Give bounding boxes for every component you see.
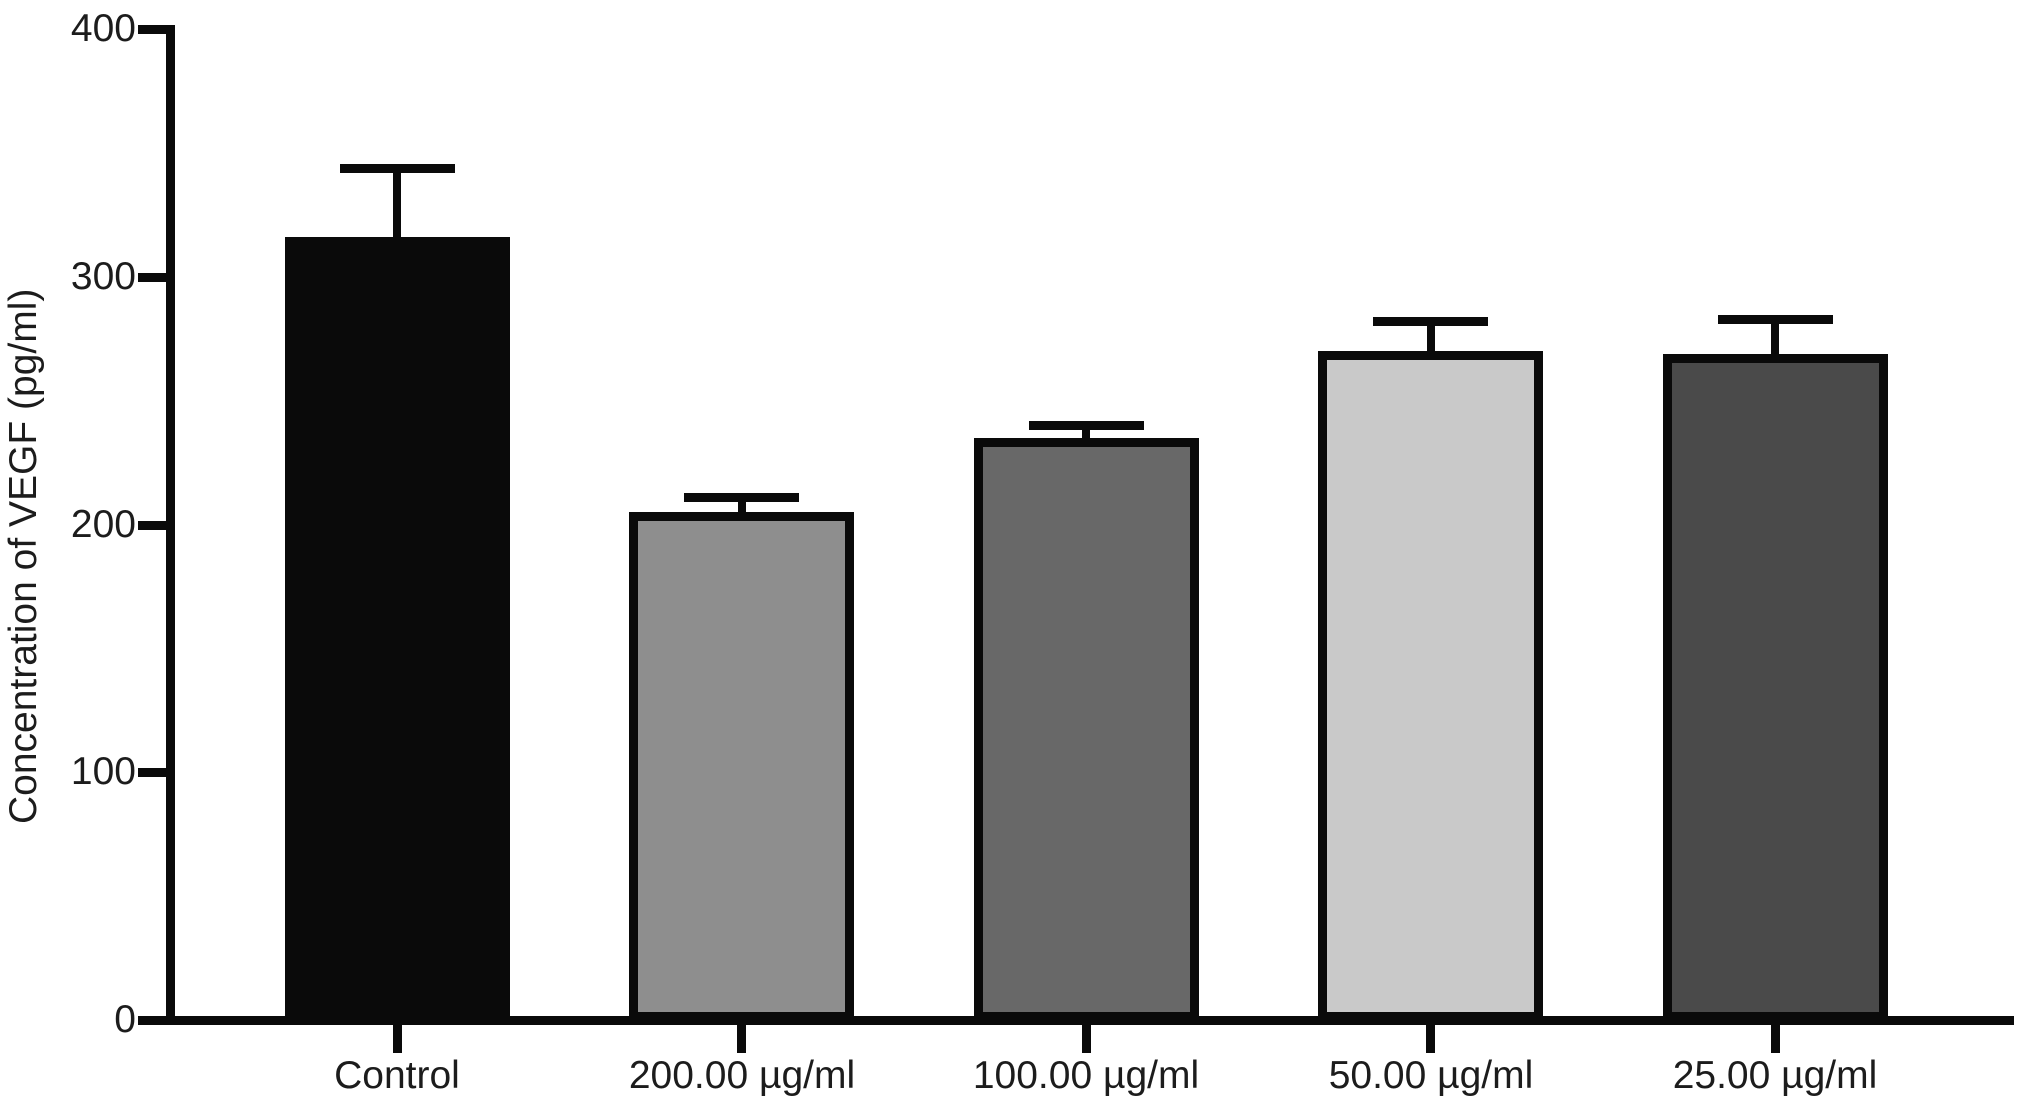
category-label: Control <box>334 1054 460 1097</box>
bar <box>1318 351 1543 1021</box>
y-axis-line <box>166 25 175 1025</box>
bar <box>1663 354 1888 1021</box>
error-bar-cap <box>1029 421 1144 430</box>
y-axis-tick <box>138 521 168 530</box>
bar <box>285 237 510 1021</box>
x-axis-tick <box>1771 1025 1780 1053</box>
error-bar-cap <box>1718 315 1833 324</box>
x-axis-tick <box>393 1025 402 1053</box>
y-tick-label: 300 <box>70 255 136 298</box>
error-bar-stem <box>393 168 401 243</box>
error-bar-stem <box>1082 425 1090 444</box>
x-axis-tick <box>737 1025 746 1053</box>
category-label: 25.00 µg/ml <box>1672 1054 1878 1097</box>
y-tick-label: 200 <box>70 503 136 546</box>
y-tick-label: 0 <box>114 998 136 1041</box>
y-axis-tick <box>138 768 168 777</box>
error-bar-stem <box>737 497 746 518</box>
x-axis-tick <box>1082 1025 1091 1053</box>
bar <box>629 512 854 1021</box>
y-tick-label: 400 <box>70 7 136 50</box>
error-bar-stem <box>1771 319 1779 360</box>
bar <box>974 438 1199 1021</box>
error-bar-cap <box>1373 317 1488 326</box>
error-bar-stem <box>1426 321 1435 357</box>
y-axis-tick <box>138 1016 168 1025</box>
x-axis-line <box>166 1016 2014 1025</box>
y-axis-tick <box>138 273 168 282</box>
category-label: 100.00 µg/ml <box>972 1054 1200 1097</box>
error-bar-cap <box>684 493 799 502</box>
y-axis-tick <box>138 25 168 34</box>
error-bar-cap <box>340 164 455 173</box>
category-label: 200.00 µg/ml <box>628 1054 856 1097</box>
x-axis-tick <box>1426 1025 1435 1053</box>
category-label: 50.00 µg/ml <box>1328 1054 1534 1097</box>
y-tick-label: 100 <box>70 750 136 793</box>
